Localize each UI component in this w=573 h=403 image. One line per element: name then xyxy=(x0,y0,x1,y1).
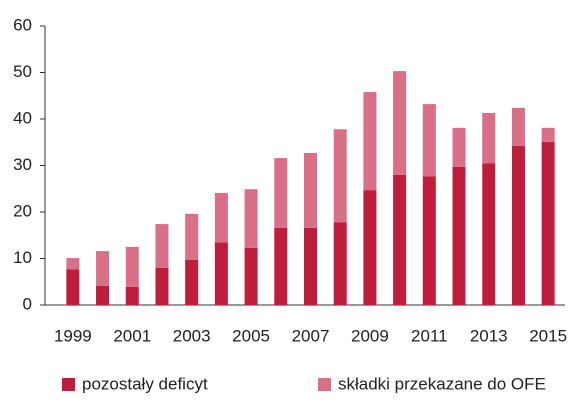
x-tick-label: 2013 xyxy=(470,326,508,345)
bar-segment xyxy=(333,129,347,223)
bar-segment xyxy=(422,104,436,177)
bar-segment xyxy=(274,158,288,228)
bar-segment xyxy=(482,163,496,305)
bar-segment xyxy=(541,141,555,305)
bar-segment xyxy=(214,242,228,305)
bar-segment xyxy=(393,71,407,175)
y-tick-label: 20 xyxy=(13,201,32,220)
x-tick-label: 2009 xyxy=(351,326,389,345)
bar-segment xyxy=(244,189,258,248)
bar-segment xyxy=(452,127,466,167)
bar-segment xyxy=(96,251,110,286)
bar-segment xyxy=(185,213,199,260)
x-tick-label: 2005 xyxy=(232,326,270,345)
bar-segment xyxy=(244,247,258,305)
bar-segment xyxy=(155,267,169,305)
bar-segment xyxy=(511,107,525,146)
legend-swatch xyxy=(318,378,331,391)
x-tick-label: 2015 xyxy=(529,326,567,345)
bar-segment xyxy=(155,224,169,268)
bar-segment xyxy=(541,127,555,142)
bar-segment xyxy=(393,174,407,305)
bar-segment xyxy=(214,192,228,243)
x-tick-label: 2011 xyxy=(411,326,448,345)
y-tick-label: 50 xyxy=(13,62,32,81)
bar-segment xyxy=(66,258,80,270)
bar-segment xyxy=(125,286,139,305)
bar-segment xyxy=(333,222,347,305)
y-tick-label: 0 xyxy=(23,294,32,313)
bar-segment xyxy=(274,227,288,305)
bar-segment xyxy=(304,227,317,305)
legend-label: pozostały deficyt xyxy=(82,374,208,393)
x-tick-label: 2001 xyxy=(113,326,151,345)
bar-segment xyxy=(363,92,377,191)
legend-swatch xyxy=(62,378,75,391)
bar-segment xyxy=(363,190,377,305)
bar-segment xyxy=(96,285,110,305)
y-tick-label: 30 xyxy=(13,155,32,174)
bar-segment xyxy=(66,269,80,305)
bar-segment xyxy=(422,176,436,305)
bar-segment xyxy=(452,166,466,305)
y-tick-label: 60 xyxy=(13,15,32,34)
x-tick-label: 2007 xyxy=(292,326,330,345)
y-tick-label: 40 xyxy=(13,108,32,127)
x-tick-label: 1999 xyxy=(54,326,92,345)
bar-segment xyxy=(125,246,139,287)
y-tick-label: 10 xyxy=(13,248,32,267)
bar-segment xyxy=(511,145,525,305)
x-tick-label: 2003 xyxy=(173,326,211,345)
bar-segment xyxy=(185,259,199,305)
legend-label: składki przekazane do OFE xyxy=(338,374,546,393)
bar-segment xyxy=(304,152,317,228)
bar-segment xyxy=(482,112,496,164)
